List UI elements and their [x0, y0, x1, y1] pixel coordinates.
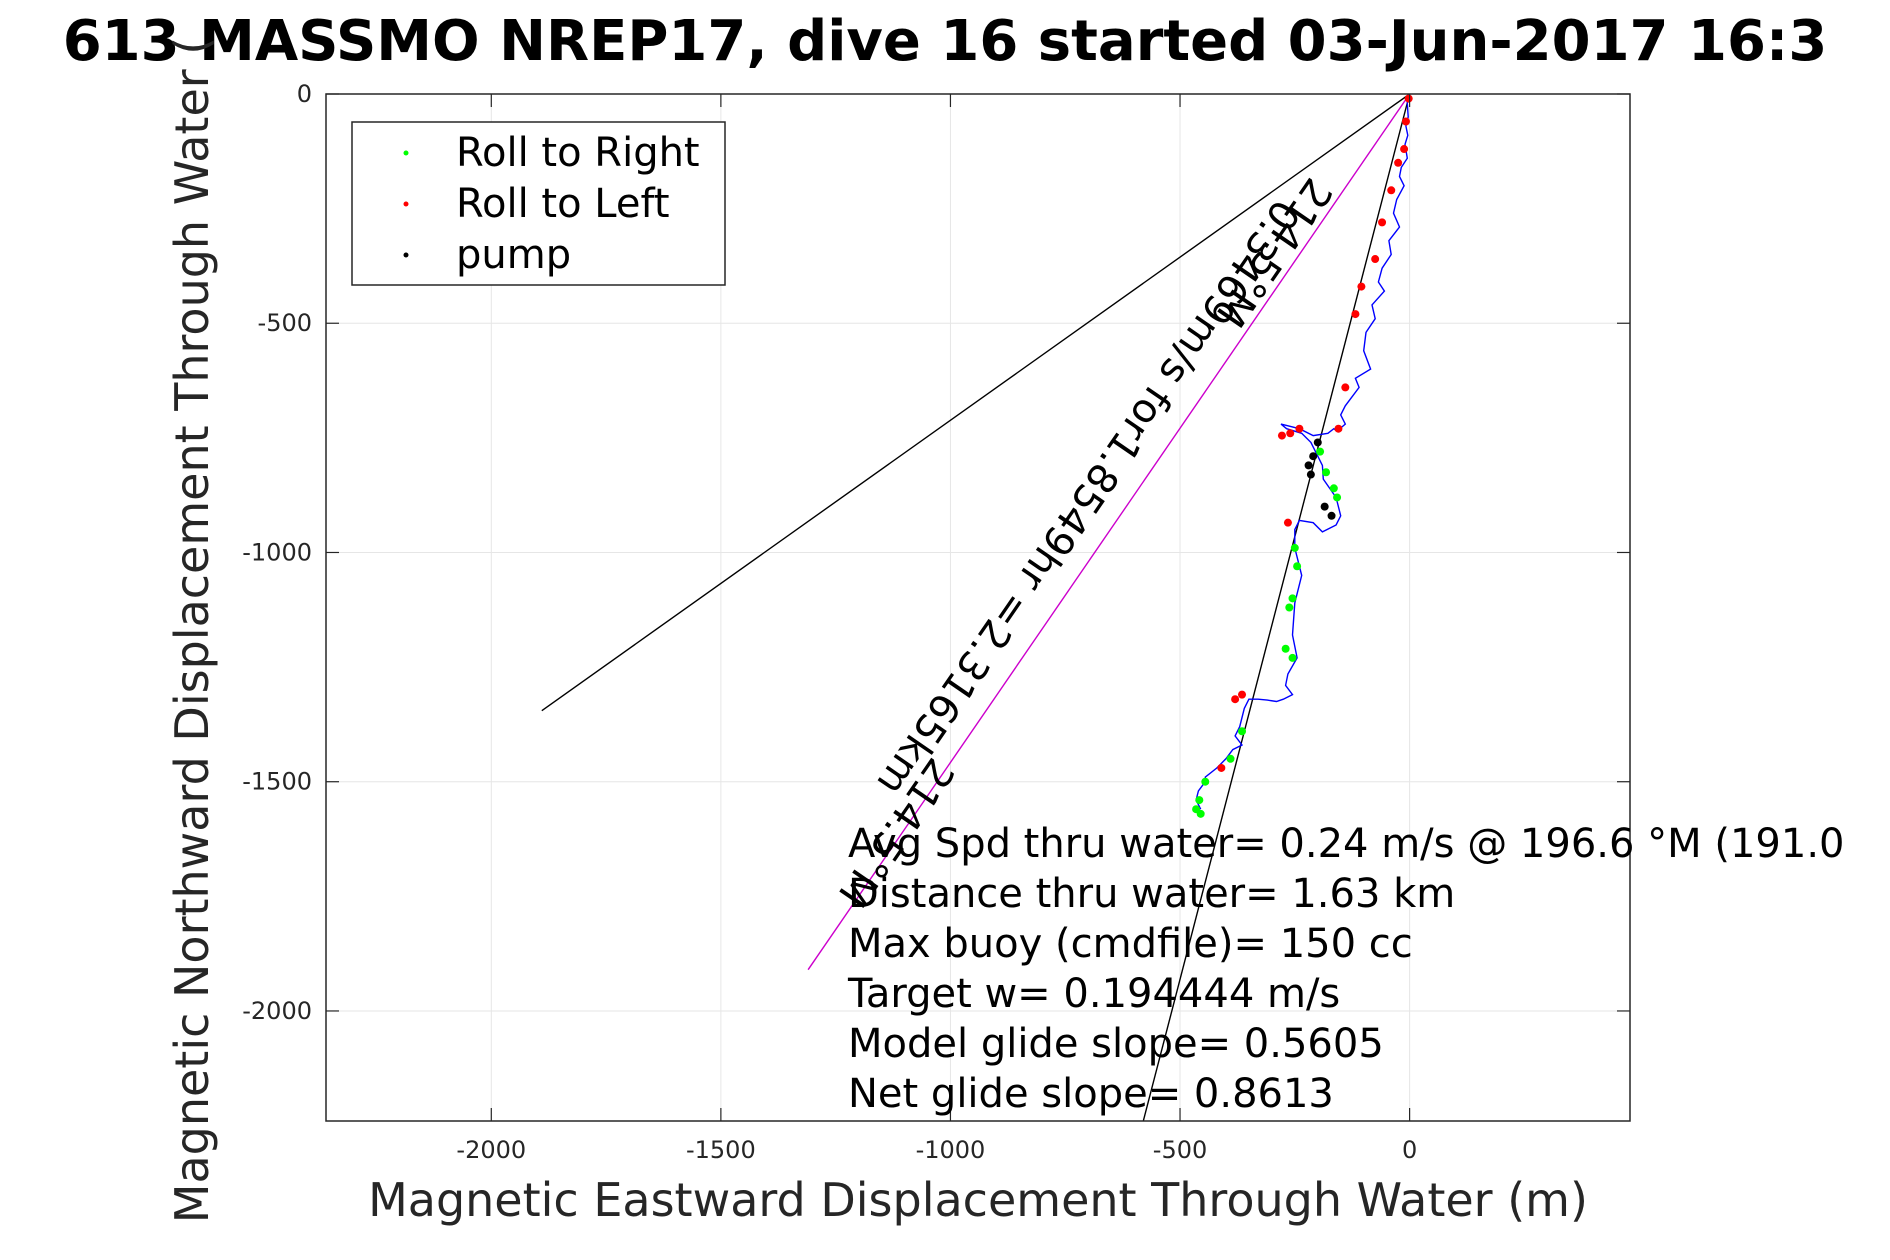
- roll-left-point: [1401, 117, 1410, 126]
- x-tick-label: -1500: [686, 1136, 756, 1164]
- pump-point: [1304, 461, 1313, 470]
- roll-left-point: [1351, 310, 1360, 319]
- chart-title: 613 MASSMO NREP17, dive 16 started 03-Ju…: [63, 9, 1828, 74]
- roll-left-point: [1371, 255, 1380, 264]
- roll-right-point: [1201, 777, 1210, 786]
- y-tick-label: -500: [258, 309, 312, 337]
- plot-frame: [325, 93, 1631, 1122]
- pump-point: [1313, 438, 1322, 447]
- legend: Roll to Right Roll to Left pump: [351, 121, 726, 286]
- pump-point: [1327, 511, 1336, 520]
- annotation-avg-speed: Avg Spd thru water= 0.24 m/s @ 196.6 °M …: [848, 821, 1844, 867]
- reference-line: [807, 94, 1411, 971]
- track-group: [1195, 94, 1411, 810]
- roll-left-point: [1341, 383, 1350, 392]
- x-tick-label: -2000: [456, 1136, 526, 1164]
- roll-left-point: [1378, 218, 1387, 227]
- annotation-model-glide: Model glide slope= 0.5605: [848, 1021, 1384, 1067]
- x-tick-label: -1000: [916, 1136, 986, 1164]
- roll-left-point: [1283, 518, 1292, 527]
- stats-annotations: Avg Spd thru water= 0.24 m/s @ 196.6 °M …: [847, 821, 1844, 1117]
- roll-right-point: [1226, 754, 1235, 763]
- x-tick-label: -500: [1153, 1136, 1207, 1164]
- ticks: -2000 -1500 -1000 -500 0 0 -500 -1000 -1500 -2000: [242, 80, 1630, 1164]
- roll-right-point: [1288, 594, 1297, 603]
- x-axis-label: Magnetic Eastward Displacement Through W…: [368, 1173, 1588, 1227]
- annotation-target-w: Target w= 0.194444 m/s: [847, 971, 1340, 1017]
- roll-right-point: [1329, 484, 1338, 493]
- pump-point: [1309, 452, 1318, 461]
- roll-right-point: [1290, 543, 1299, 552]
- roll-left-point: [1394, 158, 1403, 167]
- legend-label-pump: pump: [456, 232, 571, 278]
- reference-line: [1142, 94, 1411, 1121]
- reference-lines: [541, 94, 1411, 1121]
- roll-left-point: [1217, 763, 1226, 772]
- legend-box: [351, 121, 726, 286]
- roll-left-point: [1286, 429, 1295, 438]
- y-tick-label: -2000: [242, 997, 312, 1025]
- roll-left-point: [1277, 431, 1286, 440]
- roll-left-point: [1295, 424, 1304, 433]
- roll-right-point: [1288, 653, 1297, 662]
- roll-right-point: [1316, 447, 1325, 456]
- legend-marker-roll-left: [403, 201, 409, 207]
- annotation-net-glide: Net glide slope= 0.8613: [848, 1071, 1334, 1117]
- roll-right-point: [1333, 493, 1342, 502]
- roll-left-point: [1231, 695, 1240, 704]
- y-tick-label: -1500: [242, 768, 312, 796]
- pump-point: [1320, 502, 1329, 511]
- roll-right-point: [1281, 644, 1290, 653]
- roll-right-point: [1195, 796, 1204, 805]
- annotation-max-buoy: Max buoy (cmdfile)= 150 cc: [848, 921, 1413, 967]
- roll-right-point: [1293, 562, 1302, 571]
- roll-left-point: [1400, 145, 1409, 154]
- legend-marker-pump: [403, 252, 409, 258]
- glider-track-line: [1195, 94, 1411, 810]
- legend-label-roll-left: Roll to Left: [456, 181, 670, 227]
- pump-point: [1306, 470, 1315, 479]
- y-tick-label: -1000: [242, 538, 312, 566]
- roll-left-point: [1404, 94, 1413, 103]
- x-tick-label: 0: [1402, 1136, 1417, 1164]
- roll-left-point: [1357, 282, 1366, 291]
- legend-marker-roll-right: [403, 150, 409, 156]
- roll-right-point: [1285, 603, 1294, 612]
- roll-right-point: [1322, 468, 1331, 477]
- roll-left-point: [1387, 186, 1396, 195]
- roll-right-point: [1238, 727, 1247, 736]
- reference-line: [541, 94, 1411, 712]
- roll-left-point: [1334, 424, 1343, 433]
- legend-label-roll-right: Roll to Right: [456, 130, 700, 176]
- y-tick-label: 0: [297, 80, 312, 108]
- roll-right-point: [1196, 809, 1205, 818]
- roll-left-point: [1238, 690, 1247, 699]
- annotation-distance: Distance thru water= 1.63 km: [848, 871, 1455, 917]
- y-axis-label: Magnetic Northward Displacement Through …: [165, 37, 219, 1223]
- marker-group: [1192, 94, 1413, 818]
